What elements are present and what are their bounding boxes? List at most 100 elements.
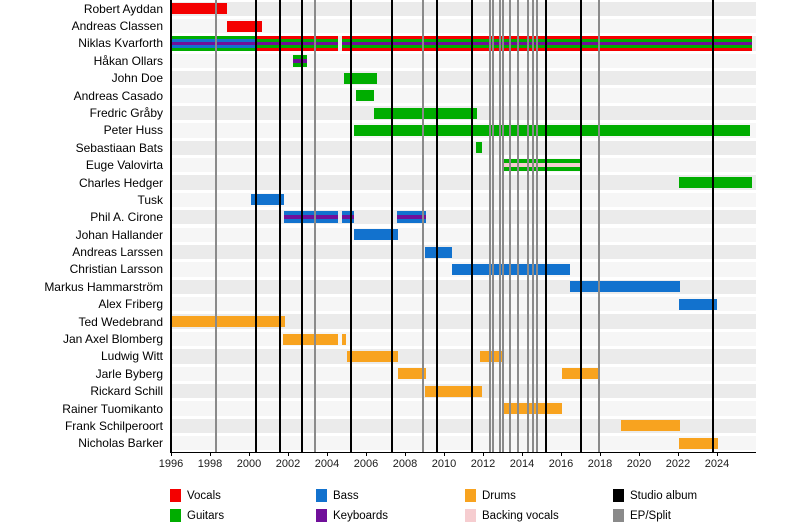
- row-band: [170, 18, 756, 34]
- axis-tick-label: 2014: [509, 458, 535, 470]
- row-band: [170, 436, 756, 451]
- timeline-bar: [226, 20, 262, 32]
- axis-tick: [600, 452, 601, 456]
- studio-album-line: [391, 0, 394, 452]
- axis-tick: [639, 452, 640, 456]
- member-label: Frank Schilperoort: [64, 418, 163, 433]
- row-band: [170, 349, 756, 364]
- ep-split-line: [491, 0, 494, 452]
- bar-stripe-vocals: [171, 3, 227, 15]
- row-band: [170, 71, 756, 86]
- row-band: [170, 297, 756, 312]
- bar-stripe-guitars: [502, 167, 583, 172]
- bar-stripe-bass: [284, 211, 338, 216]
- bar-stripe-drums: [171, 316, 286, 328]
- timeline-bar: [373, 107, 478, 119]
- bar-stripe-bass: [569, 281, 680, 293]
- bar-stripe-drums: [398, 368, 427, 380]
- bar-stripe-keyboards: [255, 41, 338, 45]
- bar-stripe-keyboards: [171, 41, 256, 45]
- axis-tick-label: 2018: [587, 458, 613, 470]
- timeline-bar: [425, 385, 483, 397]
- timeline-bar: [678, 177, 753, 189]
- timeline-bar: [343, 72, 377, 84]
- axis-tick: [678, 452, 679, 456]
- axis-tick: [210, 452, 211, 456]
- member-label: Markus Hammarström: [44, 279, 163, 294]
- member-label: Rainer Tuomikanto: [62, 401, 163, 416]
- timeline-bar: [476, 142, 483, 154]
- member-label: Andreas Larssen: [72, 245, 163, 260]
- member-label: Christian Larsson: [69, 262, 163, 277]
- member-label: John Doe: [111, 71, 163, 86]
- bar-stripe-guitars: [373, 107, 478, 119]
- row-band: [170, 366, 756, 381]
- axis-tick: [249, 452, 250, 456]
- legend-label: EP/Split: [630, 510, 671, 522]
- timeline-bar: [341, 211, 355, 224]
- timeline-bar: [346, 350, 399, 362]
- timeline-bar: [284, 211, 338, 224]
- legend-label: Guitars: [187, 510, 225, 522]
- axis-tick-label: 2002: [275, 458, 301, 470]
- ep-split-line: [214, 0, 217, 452]
- bar-stripe-bass: [171, 38, 256, 42]
- member-label: Andreas Classen: [71, 19, 163, 34]
- bar-stripe-drums: [283, 333, 338, 345]
- bar-stripe-vocals: [255, 47, 338, 51]
- row-band: [170, 418, 756, 434]
- ep-split-line: [421, 0, 424, 452]
- axis-tick: [288, 452, 289, 456]
- studio-album-line: [300, 0, 303, 452]
- studio-album-line: [436, 0, 439, 452]
- member-label: Andreas Casado: [73, 88, 163, 103]
- bar-stripe-drums: [346, 350, 399, 362]
- bar-stripe-drums: [341, 333, 346, 345]
- bar-stripe-bass: [397, 219, 427, 224]
- axis-tick: [561, 452, 562, 456]
- bar-stripe-keyboards: [397, 215, 427, 220]
- timeline-bar: [397, 211, 427, 224]
- bar-stripe-guitars: [356, 90, 374, 102]
- bar-stripe-bass: [250, 194, 285, 206]
- bar-stripe-backing_vocals: [502, 163, 583, 168]
- bar-stripe-guitars: [343, 72, 377, 84]
- timeline-bar: [283, 333, 338, 345]
- row-band: [170, 244, 756, 260]
- axis-tick: [483, 452, 484, 456]
- legend-label: Bass: [333, 490, 359, 502]
- timeline-bar: [171, 35, 256, 51]
- bar-stripe-guitars: [354, 124, 751, 136]
- axis-tick-label: 2022: [665, 458, 691, 470]
- axis-tick-label: 2008: [392, 458, 418, 470]
- timeline-bar: [502, 159, 583, 172]
- axis-tick-label: 2020: [626, 458, 652, 470]
- bar-stripe-guitars: [255, 38, 338, 42]
- timeline-bar: [356, 90, 374, 102]
- axis-tick-label: 2012: [470, 458, 496, 470]
- bar-stripe-drums: [621, 420, 680, 432]
- row-band: [170, 210, 756, 225]
- studio-album-line: [712, 0, 715, 452]
- x-axis-baseline: [170, 452, 756, 453]
- bar-stripe-drums: [425, 385, 483, 397]
- member-label: Alex Friberg: [98, 297, 163, 312]
- member-label: Håkan Ollars: [93, 53, 163, 68]
- studio-album-line: [279, 0, 282, 452]
- timeline-bar: [480, 350, 503, 362]
- bar-stripe-bass: [341, 211, 355, 216]
- bar-stripe-bass: [171, 44, 256, 48]
- row-band: [170, 88, 756, 103]
- axis-tick: [405, 452, 406, 456]
- timeline-bar: [250, 194, 285, 206]
- legend-swatch-drums: [465, 489, 476, 502]
- legend-swatch-ep_split: [613, 509, 624, 522]
- legend-swatch-vocals: [170, 489, 181, 502]
- member-label: Nicholas Barker: [78, 436, 163, 451]
- member-label: Niklas Kvarforth: [78, 36, 163, 51]
- timeline-bar: [171, 3, 227, 15]
- studio-album-line: [545, 0, 548, 452]
- bar-stripe-keyboards: [341, 215, 355, 220]
- member-label: Euge Valovirta: [85, 158, 163, 173]
- row-band: [170, 140, 756, 155]
